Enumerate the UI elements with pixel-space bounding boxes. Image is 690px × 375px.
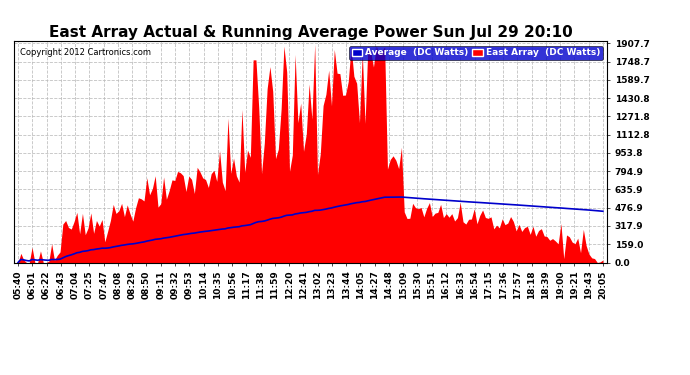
Text: Copyright 2012 Cartronics.com: Copyright 2012 Cartronics.com [20, 48, 150, 57]
Legend: Average  (DC Watts), East Array  (DC Watts): Average (DC Watts), East Array (DC Watts… [349, 46, 602, 60]
Title: East Array Actual & Running Average Power Sun Jul 29 20:10: East Array Actual & Running Average Powe… [48, 25, 573, 40]
